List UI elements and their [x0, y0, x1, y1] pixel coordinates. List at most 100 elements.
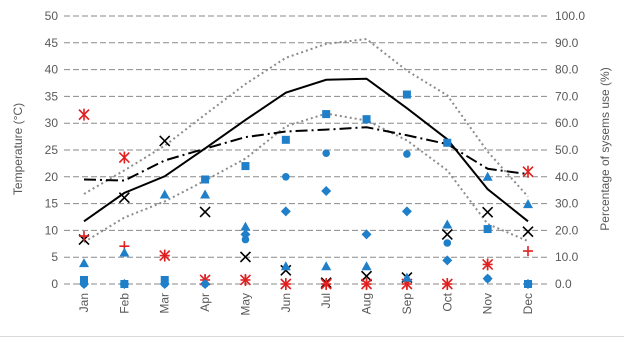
point-marker-square-blue [281, 135, 290, 144]
y-right-tick-label: 0.0 [555, 277, 572, 291]
point-marker-triangle-blue [401, 272, 412, 282]
point-marker-triangle-blue [200, 189, 211, 199]
x-tick-label: Sep [400, 293, 414, 315]
point-marker-x-black [118, 192, 130, 204]
chart: 0 5 10 15 20 25 30 35 40 45 50 0.0 10.0 20.0 30.0 40.0… [11, 9, 612, 316]
point-marker-plus-red [442, 279, 453, 289]
x-tick-label: Dec [521, 293, 535, 314]
y-left-tick-label: 25 [45, 143, 59, 157]
point-marker-x-black [441, 228, 453, 240]
point-marker-circle-blue [322, 149, 330, 158]
y-left-tick-label: 0 [51, 277, 58, 291]
point-marker-triangle-blue [159, 189, 170, 199]
x-tick-label: Oct [440, 292, 454, 311]
point-marker-plus-red [361, 279, 372, 289]
x-tick-label: Jul [319, 293, 333, 308]
point-marker-triangle-blue [482, 171, 493, 181]
point-marker-circle-blue [282, 173, 290, 181]
point-marker-circle-blue [483, 274, 492, 283]
y-right-tick-label: 20.0 [555, 223, 579, 237]
point-marker-x-black [482, 206, 494, 218]
y-left-tick-label: 5 [51, 250, 58, 264]
x-tick-label: Nov [481, 293, 495, 314]
point-marker-diamond-blue [442, 255, 453, 266]
y-left-tick-label: 15 [45, 197, 59, 211]
point-marker-circle-blue [362, 116, 371, 124]
point-marker-square-blue [483, 225, 492, 234]
y-right-tick-label: 60.0 [555, 116, 579, 130]
point-marker-asterisk-red [78, 108, 90, 121]
y-right-tick-label: 80.0 [555, 63, 579, 77]
y-left-tick-label: 20 [45, 170, 59, 184]
point-marker-plus-red [79, 231, 89, 242]
point-marker-plus-red [240, 274, 251, 285]
point-marker-square-blue [241, 162, 250, 171]
y-right-tick-label: 40.0 [555, 170, 579, 184]
point-marker-triangle-blue [79, 258, 89, 268]
point-marker-circle-blue [241, 235, 250, 244]
y-left-tick-label: 45 [45, 36, 59, 50]
y-right-tick-label: 50.0 [555, 143, 579, 157]
x-axis-ticks: Jan Feb Mar Apr May Jun Jul Aug Sep Oct Nov Dec [77, 292, 535, 315]
point-marker-square-blue [201, 175, 210, 184]
series-lines [83, 38, 529, 244]
x-tick-label: May [238, 293, 252, 316]
y-left-tick-label: 30 [45, 116, 59, 130]
y-right-tick-label: 30.0 [555, 197, 579, 211]
point-marker-plus-red [159, 250, 170, 261]
y-right-tick-label: 90.0 [555, 36, 579, 50]
left-axis-ticks: 0 5 10 15 20 25 30 35 40 45 50 [45, 9, 59, 291]
point-marker-diamond-blue [401, 206, 412, 217]
point-marker-circle-blue [403, 150, 411, 158]
y-axis-left-title: Temperature (°C) [11, 103, 25, 195]
point-marker-circle-blue [120, 280, 129, 288]
point-marker-circle-blue [160, 280, 169, 288]
x-tick-label: Feb [117, 293, 131, 314]
point-marker-asterisk-red [118, 151, 130, 164]
point-marker-triangle-blue [240, 221, 251, 231]
x-tick-label: Jan [77, 293, 91, 312]
point-marker-diamond-blue [321, 186, 332, 197]
point-marker-square-blue [402, 90, 411, 99]
point-marker-triangle-blue [523, 199, 533, 209]
point-marker-x-black [522, 226, 534, 238]
point-marker-plus-red [321, 279, 332, 289]
y-left-tick-label: 10 [45, 223, 59, 237]
point-marker-square-blue [322, 110, 331, 119]
point-marker-diamond-blue [361, 229, 372, 240]
y-left-tick-label: 35 [45, 89, 59, 103]
point-marker-triangle-blue [361, 261, 372, 271]
point-marker-x-black [239, 251, 252, 263]
right-axis-ticks: 0.0 10.0 20.0 30.0 40.0 50.0 60.0 70.0 80.0 90.0 1… [555, 9, 585, 291]
series-markers [78, 90, 534, 290]
point-marker-triangle-blue [442, 219, 453, 229]
point-marker-asterisk-red [522, 165, 534, 178]
x-tick-label: Aug [360, 293, 374, 314]
point-marker-x-black [280, 264, 292, 276]
x-tick-label: Jun [279, 293, 293, 312]
bottom-divider [0, 336, 624, 337]
point-marker-plus-red [482, 259, 493, 270]
series-line-dash-dot-black [83, 126, 529, 182]
gridlines [64, 15, 548, 285]
series-line-dotted-gray-lower [83, 112, 529, 244]
y-right-tick-label: 100.0 [555, 9, 585, 23]
point-marker-x-black [199, 206, 211, 218]
point-marker-circle-blue [443, 239, 452, 247]
point-marker-plus-red [523, 246, 533, 257]
y-left-tick-label: 50 [45, 9, 59, 23]
y-axis-right-title: Percentage of sysems use (%) [598, 67, 612, 230]
point-marker-triangle-blue [119, 247, 130, 257]
x-tick-label: Mar [158, 293, 172, 314]
y-right-tick-label: 70.0 [555, 89, 579, 103]
point-marker-circle-blue [80, 280, 88, 288]
series-line-dotted-gray-upper [83, 38, 529, 198]
point-marker-diamond-blue [280, 206, 291, 217]
point-marker-x-black [159, 135, 171, 147]
point-marker-plus-red [280, 279, 291, 289]
point-marker-square-blue [443, 138, 452, 147]
point-marker-triangle-blue [280, 261, 291, 271]
point-marker-circle-blue [201, 280, 209, 288]
y-left-tick-label: 40 [45, 63, 59, 77]
point-marker-circle-blue [524, 280, 532, 288]
